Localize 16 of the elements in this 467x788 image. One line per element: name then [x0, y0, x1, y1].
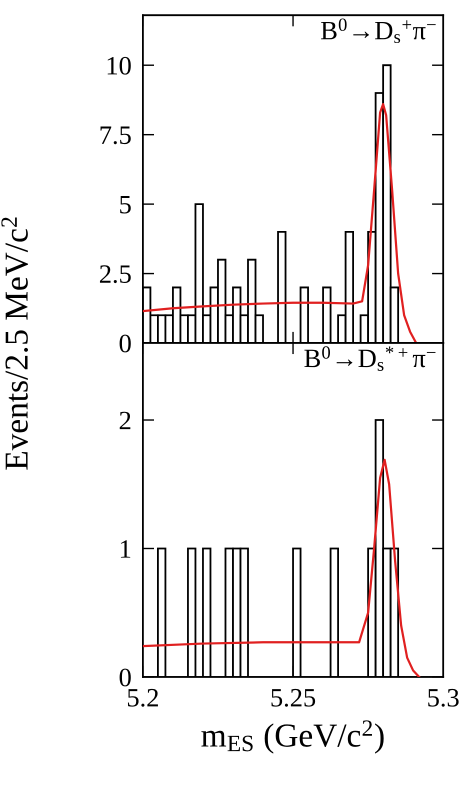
- y-tick-label: 10: [108, 56, 131, 75]
- annotation: B$^{0}$→D$_{s}$$^{*+}$π$^{−}$: [304, 346, 436, 371]
- y-axis-title: Events/2.5 MeV/c$^{2}$: [1, 217, 28, 470]
- line-series: [142, 458, 420, 677]
- y-tick-label: 2: [120, 412, 130, 430]
- y-tick-label: 0: [120, 668, 131, 686]
- x-axis-title: m$_{ES}$ (GeV/c$^{2}$): [201, 720, 384, 754]
- y-tick-label: 1: [120, 540, 130, 558]
- x-tick-label: 5.2: [128, 688, 158, 707]
- x-tick-label: 5.3: [428, 688, 459, 707]
- y-tick-label: 7.5: [100, 126, 131, 144]
- y-tick-label: 5: [120, 196, 131, 214]
- y-tick-label: 2.5: [100, 265, 131, 284]
- annotation: B$^{0}$→D$_{s}$$^{+}$π$^{−}$: [321, 18, 436, 44]
- y-tick-label: 0: [120, 334, 131, 352]
- x-tick-label: 5.25: [271, 688, 316, 707]
